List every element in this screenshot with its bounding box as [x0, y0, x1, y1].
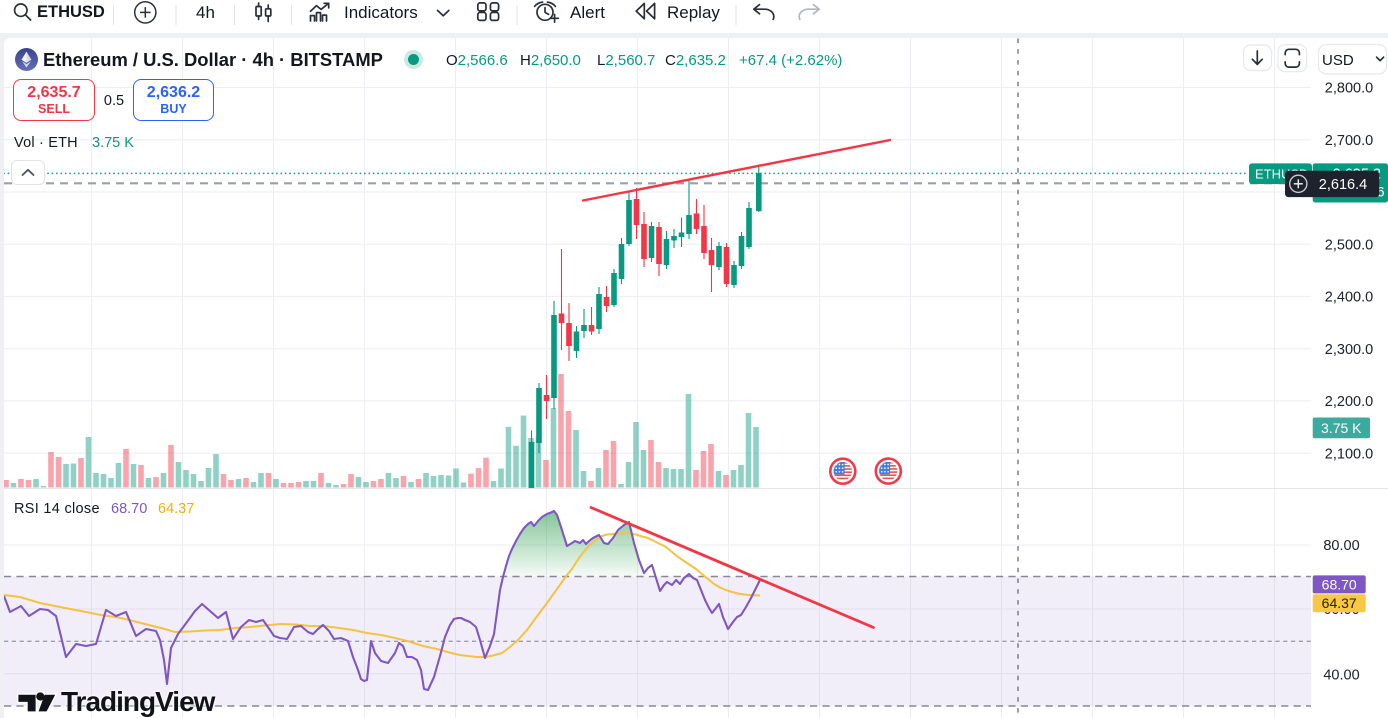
svg-text:2,200.0: 2,200.0: [1325, 394, 1373, 410]
svg-text:2,500.0: 2,500.0: [1325, 237, 1373, 253]
svg-text:64.37: 64.37: [1322, 595, 1357, 611]
svg-text:40.00: 40.00: [1323, 668, 1359, 684]
svg-text:3.75 K: 3.75 K: [1321, 420, 1362, 436]
svg-text:2,300.0: 2,300.0: [1325, 342, 1373, 358]
svg-text:2,800.0: 2,800.0: [1325, 81, 1373, 97]
svg-text:2,400.0: 2,400.0: [1325, 290, 1373, 306]
svg-text:2,616.4: 2,616.4: [1319, 177, 1367, 193]
svg-text:2,100.0: 2,100.0: [1325, 446, 1373, 462]
svg-text:68.70: 68.70: [1322, 576, 1357, 592]
svg-text:80.00: 80.00: [1323, 538, 1359, 554]
svg-text:2,700.0: 2,700.0: [1325, 133, 1373, 149]
